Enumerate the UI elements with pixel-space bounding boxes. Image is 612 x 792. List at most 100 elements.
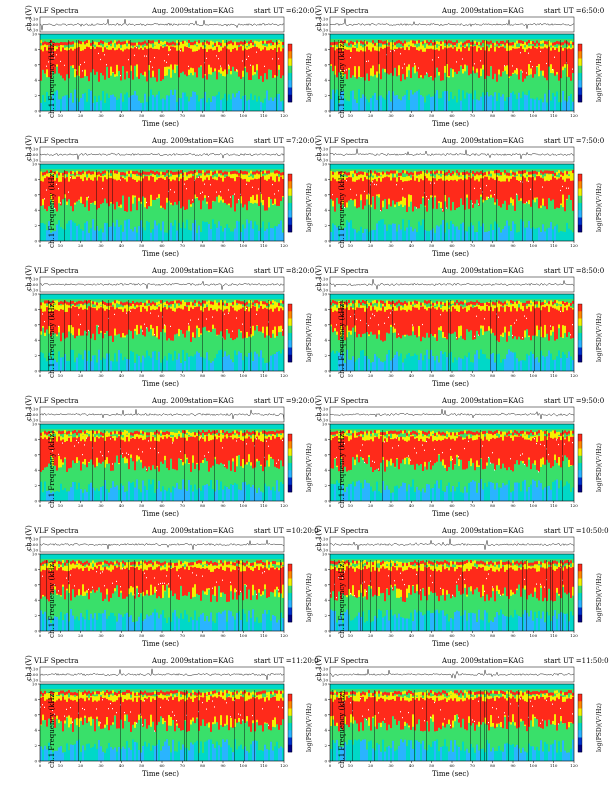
spectrogram-panel: VLF Spectra Aug. 2009 station=KAG start UT …	[22, 5, 322, 128]
x-tick-label: 90	[220, 633, 226, 638]
colorbar-segment	[578, 441, 582, 449]
panel-start-ut: start UT =11:50:0	[544, 657, 609, 665]
colorbar-segment	[288, 94, 292, 103]
panel-date: Aug. 2009	[442, 137, 479, 145]
x-tick-label: 110	[260, 633, 268, 638]
y-tick-label: 0	[324, 369, 327, 374]
x-tick-label: 40	[409, 373, 415, 378]
colorbar-segment	[288, 333, 292, 341]
spectrogram-panel: VLF Spectra Aug. 2009 station=KAG start UT …	[22, 135, 322, 258]
waveform-frame	[39, 536, 285, 553]
colorbar-segment	[288, 470, 292, 478]
x-tick-label: 60	[159, 503, 165, 508]
panel-start-ut: start UT =11:20:0	[254, 657, 319, 665]
panel-title: VLF Spectra	[324, 397, 369, 405]
x-tick-label: 10	[348, 243, 354, 248]
y-tick-label: 0	[324, 629, 327, 634]
spectrogram-svg: 0.100.00-0.100 10 20 30 40 50 60 70 80 90 100 110 12…	[318, 407, 583, 508]
x-tick-label: 10	[58, 243, 64, 248]
waveform-line	[39, 152, 285, 160]
x-tick-label: 120	[570, 503, 578, 508]
x-tick-label: 30	[388, 503, 394, 508]
wave-tick-label: 0.00	[319, 412, 328, 417]
panel-date: Aug. 2009	[152, 397, 189, 405]
x-tick-label: 90	[510, 243, 516, 248]
wave-tick-label: 0.10	[29, 17, 38, 22]
x-tick-label: 10	[58, 373, 64, 378]
waveform-y-label: ch.1(V)	[314, 525, 323, 551]
x-tick-label: 120	[570, 373, 578, 378]
colorbar-label: log(PSD)(V²/Hz)	[596, 313, 603, 362]
x-tick-label: 110	[260, 763, 268, 768]
x-axis-label: Time (sec)	[142, 640, 180, 648]
spectrogram-panel: VLF Spectra Aug. 2009 station=KAG start UT …	[312, 395, 612, 518]
colorbar-segment	[578, 347, 582, 356]
y-tick-label: 4	[324, 208, 327, 213]
colorbar-segment	[288, 58, 292, 67]
panel-title: VLF Spectra	[34, 397, 79, 405]
x-tick-label: 70	[470, 373, 476, 378]
spectrogram-svg: 0.100.00-0.100 10 20 30 40 50 60 70 80 90 100 110 12…	[318, 667, 583, 768]
panel-start-ut: start UT =7:50:0	[544, 137, 605, 145]
y-tick-label: 4	[34, 728, 37, 733]
x-tick-label: 40	[119, 763, 125, 768]
spectrogram-y-label: ch.1 Frequency (kHz)	[337, 691, 346, 768]
x-axis-label: Time (sec)	[142, 120, 180, 128]
colorbar-segment	[578, 73, 582, 81]
colorbar-segment	[578, 311, 582, 319]
x-tick-label: 50	[139, 243, 145, 248]
x-tick-label: 30	[388, 633, 394, 638]
x-tick-label: 90	[510, 633, 516, 638]
waveform-line	[329, 409, 575, 420]
spectrogram-top-band	[330, 294, 574, 299]
x-tick-label: 120	[280, 503, 288, 508]
colorbar-segment	[288, 484, 292, 493]
wave-tick-label: -0.10	[318, 288, 329, 293]
waveform-y-label: ch.1(V)	[314, 5, 323, 31]
y-tick-label: 2	[324, 223, 327, 228]
y-tick-label: 8	[34, 307, 37, 312]
colorbar-segment	[578, 188, 582, 197]
x-tick-label: 60	[159, 633, 165, 638]
spectrogram-panel: VLF Spectra Aug. 2009 station=KAG start UT …	[22, 655, 322, 778]
x-tick-label: 100	[530, 763, 538, 768]
x-tick-label: 80	[200, 243, 206, 248]
spectrogram-y-label: ch.1 Frequency (kHz)	[337, 171, 346, 248]
x-tick-label: 90	[220, 503, 226, 508]
y-tick-label: 2	[34, 743, 37, 748]
colorbar-segment	[288, 73, 292, 81]
x-tick-label: 100	[530, 503, 538, 508]
colorbar-segment	[578, 564, 582, 572]
y-tick-label: 2	[324, 93, 327, 98]
wave-tick-label: -0.10	[28, 158, 39, 163]
colorbar-segment	[578, 210, 582, 218]
x-tick-label: 50	[429, 763, 435, 768]
spectrogram-y-label: ch.1 Frequency (kHz)	[337, 561, 346, 638]
y-tick-label: 4	[324, 598, 327, 603]
panel-start-ut: start UT =8:50:0	[544, 267, 605, 275]
spectrogram-top-band	[40, 424, 284, 429]
y-tick-label: 4	[324, 728, 327, 733]
panel-title: VLF Spectra	[34, 137, 79, 145]
x-tick-label: 0	[329, 763, 332, 768]
y-tick-label: 6	[324, 712, 327, 717]
x-tick-label: 60	[449, 373, 455, 378]
x-tick-label: 60	[159, 763, 165, 768]
y-tick-label: 0	[324, 109, 327, 114]
x-tick-label: 40	[119, 373, 125, 378]
y-tick-label: 2	[34, 613, 37, 618]
x-tick-label: 110	[550, 633, 558, 638]
x-tick-label: 80	[200, 373, 206, 378]
x-tick-label: 50	[429, 113, 435, 118]
y-tick-label: 4	[324, 338, 327, 343]
x-tick-label: 10	[348, 633, 354, 638]
x-tick-label: 120	[280, 633, 288, 638]
y-tick-label: 6	[324, 62, 327, 67]
y-tick-label: 4	[34, 78, 37, 83]
wave-tick-label: 0.00	[29, 282, 38, 287]
y-tick-label: 0	[324, 759, 327, 764]
x-tick-label: 100	[240, 633, 248, 638]
colorbar-segment	[288, 730, 292, 738]
spectrogram-panel: VLF Spectra Aug. 2009 station=KAG start UT …	[312, 5, 612, 128]
x-tick-label: 110	[260, 113, 268, 118]
